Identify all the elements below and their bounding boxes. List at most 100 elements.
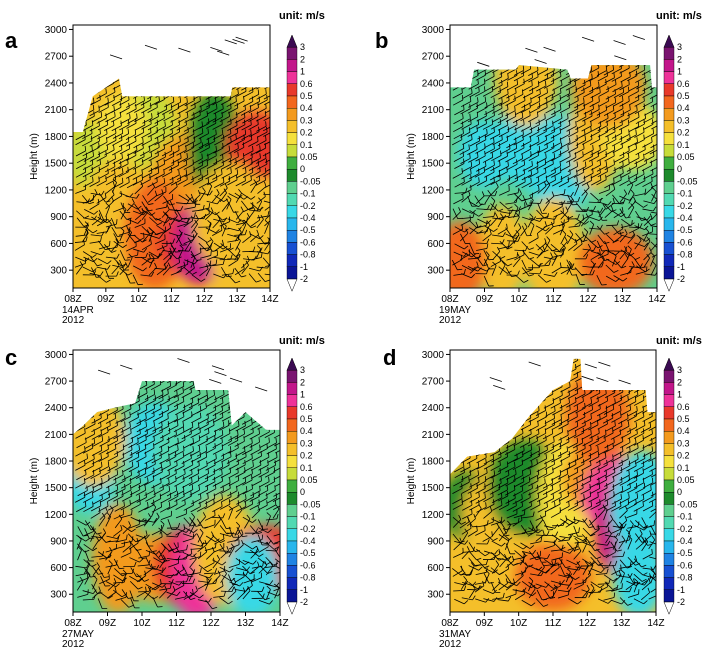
wind-barb xyxy=(258,36,268,41)
wind-barb xyxy=(611,140,622,147)
wind-barb xyxy=(150,506,157,518)
wind-barb xyxy=(99,394,110,401)
wind-barb xyxy=(455,37,465,42)
wind-barb xyxy=(559,98,570,105)
wind-barb xyxy=(500,38,510,43)
wind-barb-feather xyxy=(660,178,661,183)
wind-barb-feather xyxy=(659,200,664,202)
wind-barb-feather xyxy=(235,254,241,257)
wind-barb xyxy=(226,458,237,464)
wind-barb xyxy=(191,62,201,67)
wind-barb-feather xyxy=(622,277,628,282)
wind-barb xyxy=(184,117,195,123)
wind-barb xyxy=(199,101,210,108)
wind-barb-feather xyxy=(605,65,608,71)
wind-barb xyxy=(141,243,152,251)
wind-barb xyxy=(136,409,147,416)
wind-barb xyxy=(191,69,201,74)
wind-barb-feather xyxy=(184,469,186,475)
wind-barb-feather xyxy=(260,475,262,481)
wind-barb-feather xyxy=(85,236,88,242)
wind-barb-feather xyxy=(546,197,550,203)
wind-barb xyxy=(199,147,210,154)
wind-barb-feather xyxy=(206,578,208,584)
wind-barb-feather xyxy=(636,137,638,143)
upper-wind-barb xyxy=(224,39,237,45)
wind-barb xyxy=(191,55,201,60)
wind-barb xyxy=(83,155,94,162)
wind-barb-feather xyxy=(476,261,479,267)
wind-barb-feather xyxy=(583,228,589,233)
wind-barb-feather xyxy=(229,483,231,489)
wind-barb-feather xyxy=(137,49,138,54)
wind-barb-feather xyxy=(235,134,237,140)
wind-barb-feather xyxy=(235,521,240,527)
wind-barb-feather xyxy=(92,39,93,44)
wind-barb xyxy=(228,447,239,454)
wind-barb xyxy=(589,139,600,145)
wind-barb xyxy=(265,549,277,552)
wind-barb xyxy=(127,30,137,35)
wind-barb xyxy=(119,99,130,106)
wind-barb-feather xyxy=(274,57,275,62)
wind-barb xyxy=(134,62,144,67)
wind-barb-feather xyxy=(182,387,184,393)
wind-barb xyxy=(537,92,548,99)
wind-barb-feather xyxy=(107,427,109,433)
colorbar-level: 0.1 xyxy=(300,140,313,150)
wind-barb-feather xyxy=(228,600,233,605)
wind-barb xyxy=(484,148,495,155)
wind-barb-feather xyxy=(186,152,188,159)
wind-barb xyxy=(605,116,616,123)
wind-barb xyxy=(199,28,209,33)
wind-barb xyxy=(621,258,629,268)
wind-barb xyxy=(189,572,201,575)
wind-barb-feather xyxy=(96,532,102,535)
wind-barb-feather xyxy=(171,579,174,584)
wind-barb-feather xyxy=(165,264,169,270)
wind-barb-feather xyxy=(200,57,201,62)
wind-barb xyxy=(273,504,280,510)
wind-barb xyxy=(154,117,165,124)
wind-barb-feather xyxy=(523,104,526,110)
wind-barb-feather xyxy=(164,64,165,69)
wind-barb xyxy=(148,155,159,162)
wind-barb-feather xyxy=(559,94,562,101)
wind-barb-feather xyxy=(175,475,177,481)
wind-barb xyxy=(649,148,657,155)
wind-barb-feather xyxy=(130,491,133,497)
wind-barb xyxy=(634,108,645,115)
wind-barb-feather xyxy=(270,264,275,266)
wind-barb-feather xyxy=(230,159,232,165)
wind-barb xyxy=(507,192,519,196)
wind-barb xyxy=(492,139,503,146)
chart-panel-b: 3006009001200150018002100240027003000Hei… xyxy=(375,10,702,326)
wind-barb-feather xyxy=(214,32,215,37)
wind-barb xyxy=(568,100,579,107)
wind-barb xyxy=(77,577,88,583)
wind-barb-feather xyxy=(250,80,252,86)
wind-barb-feather xyxy=(113,39,114,44)
wind-barb xyxy=(243,432,254,439)
wind-barb xyxy=(226,78,237,83)
wind-barb xyxy=(490,123,501,130)
wind-barb-feather xyxy=(167,413,169,419)
wind-barb xyxy=(105,223,117,228)
wind-barb-feather xyxy=(244,38,245,43)
wind-barb-feather xyxy=(635,70,638,76)
wind-barb-feather xyxy=(604,258,610,262)
wind-barb-feather xyxy=(544,167,547,173)
wind-barb-feather xyxy=(193,39,194,44)
wind-barb-feather xyxy=(515,87,517,94)
wind-barb-feather xyxy=(644,225,649,230)
colorbar-swatch xyxy=(286,71,298,84)
wind-barb-feather xyxy=(629,30,630,35)
wind-barb-feather xyxy=(273,386,276,392)
wind-barb-feather xyxy=(144,468,147,474)
wind-barb xyxy=(127,233,136,243)
wind-barb xyxy=(234,157,245,164)
wind-barb-feather xyxy=(559,248,564,252)
wind-barb-feather xyxy=(486,267,491,272)
colorbar-swatch xyxy=(663,95,675,109)
wind-barb xyxy=(521,102,532,108)
